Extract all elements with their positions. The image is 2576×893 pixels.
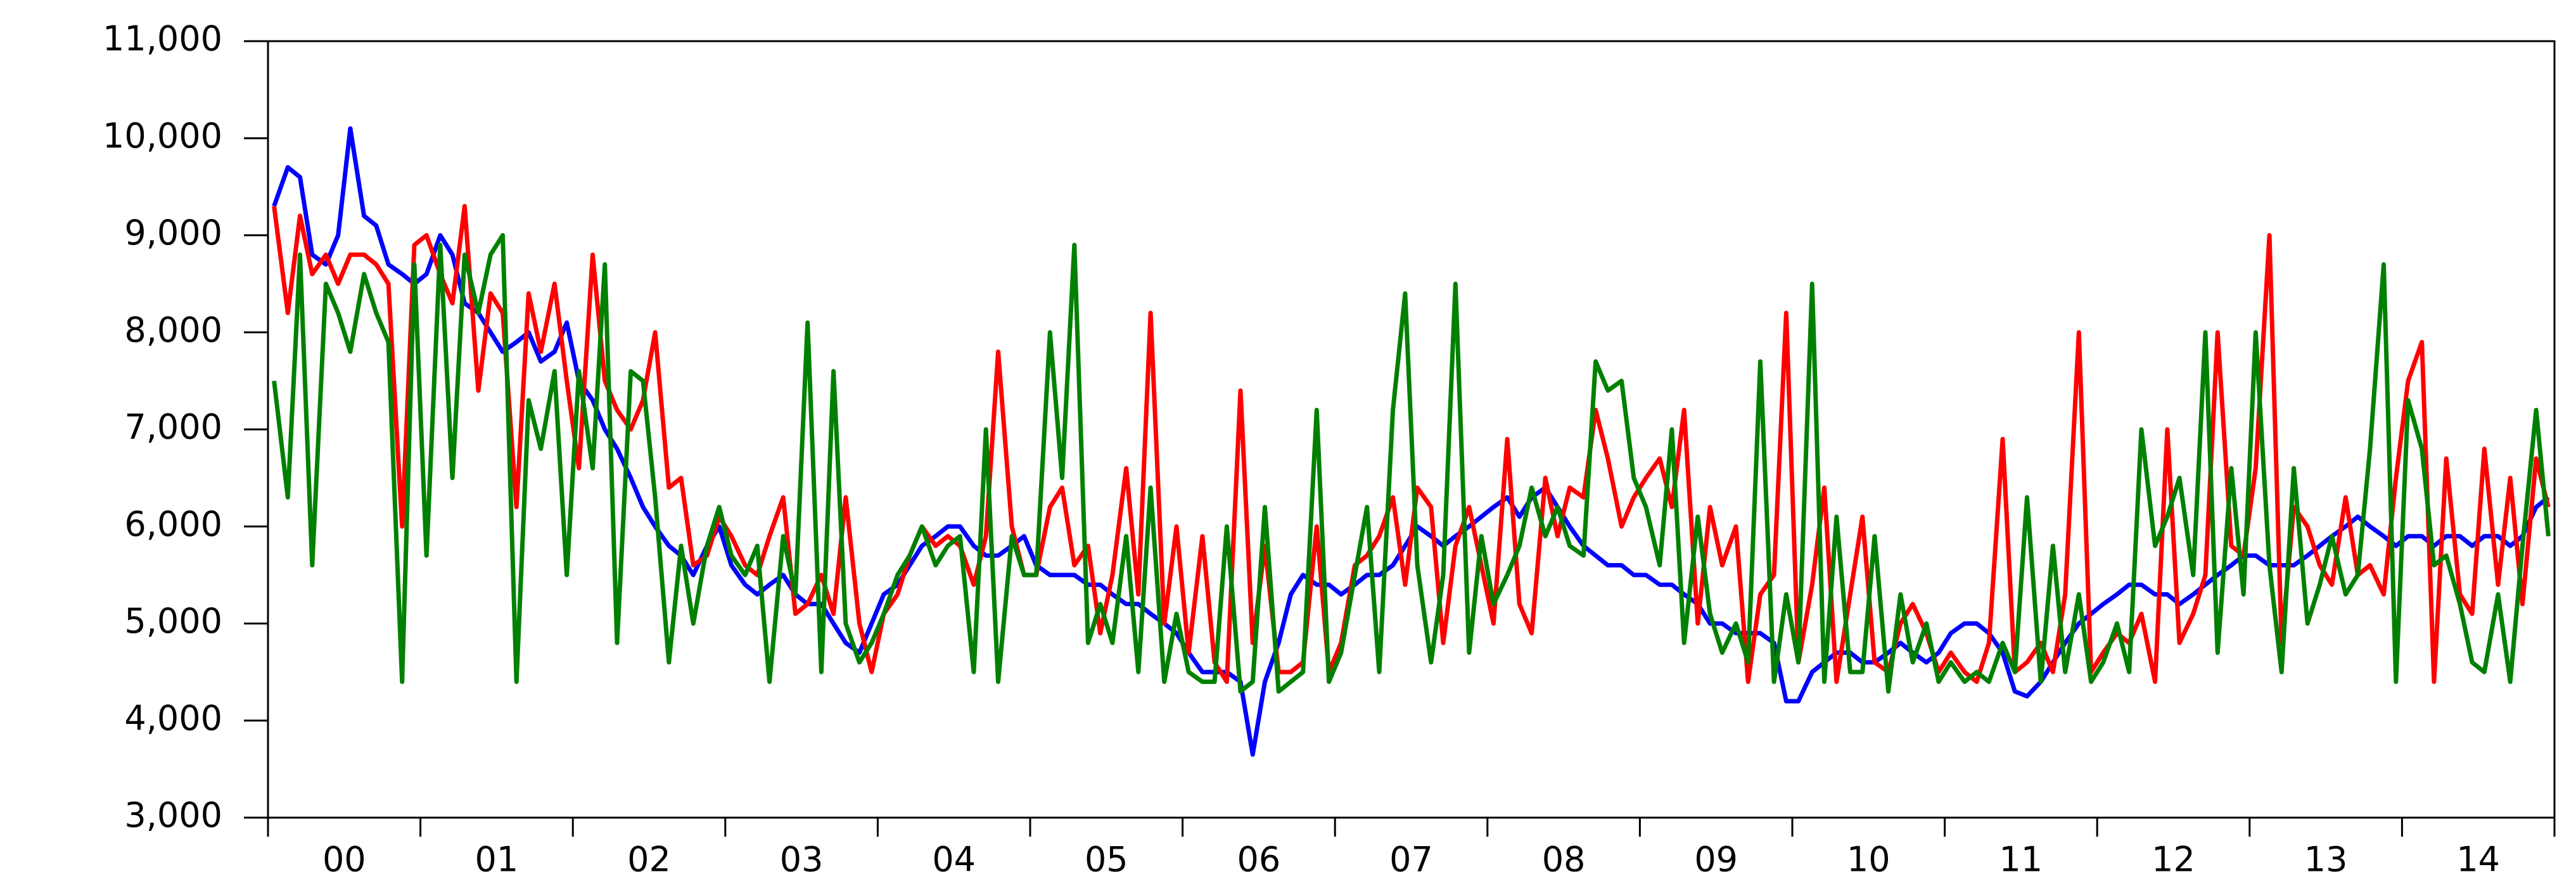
x-tick-label: 06: [1237, 840, 1281, 880]
x-tick-label: 02: [627, 840, 671, 880]
y-tick-label: 9,000: [124, 213, 222, 253]
y-tick-label: 11,000: [103, 19, 222, 59]
y-tick-label: 6,000: [124, 504, 222, 544]
x-tick-label: 14: [2456, 840, 2500, 880]
series-line: [272, 233, 2551, 694]
y-tick-label: 10,000: [103, 116, 222, 156]
x-tick-label: 05: [1085, 840, 1128, 880]
y-tick-label: 7,000: [124, 407, 222, 447]
y-tick-label: 4,000: [124, 698, 222, 738]
x-tick-label: 07: [1389, 840, 1433, 880]
y-tick-label: 5,000: [124, 601, 222, 641]
series-line: [272, 204, 2551, 684]
x-tick-label: 09: [1694, 840, 1738, 880]
x-tick-label: 08: [1542, 840, 1586, 880]
y-tick-label: 8,000: [124, 310, 222, 350]
x-tick-label: 10: [1847, 840, 1891, 880]
x-tick-label: 11: [1999, 840, 2043, 880]
x-tick-label: 04: [932, 840, 976, 880]
x-tick-label: 03: [780, 840, 824, 880]
x-tick-label: 01: [475, 840, 519, 880]
x-tick-label: 12: [2152, 840, 2195, 880]
x-tick-label: 00: [322, 840, 366, 880]
x-tick-label: 13: [2304, 840, 2348, 880]
y-tick-label: 3,000: [124, 795, 222, 835]
